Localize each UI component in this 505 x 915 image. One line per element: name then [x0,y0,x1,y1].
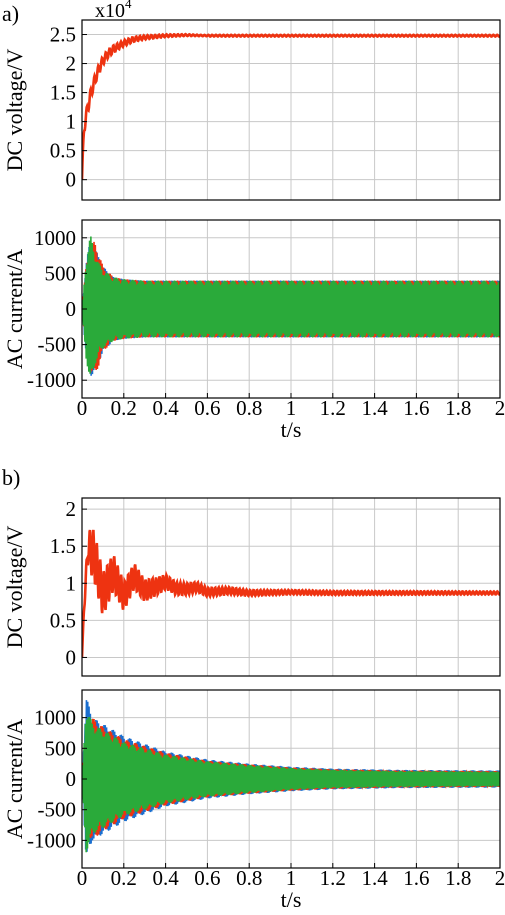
y-tick-label: -1000 [27,368,76,392]
y-multiplier-exponent: 4 [125,0,132,11]
y-tick-label: 2.5 [50,23,76,47]
x-tick-label: 1.2 [320,866,346,890]
y-tick-label: 0 [66,645,77,669]
x-tick-label: 1.4 [361,866,388,890]
y-multiplier: x104 [95,0,132,22]
x-tick-label: 0.4 [152,866,179,890]
y-tick-label: 1 [66,110,77,134]
x-tick-label: 1.6 [403,396,429,420]
y-tick-label: 1.5 [50,81,76,105]
x-tick-label: 0 [77,866,88,890]
y-tick-label: 1.5 [50,534,76,558]
y-tick-label: 2 [66,52,77,76]
x-tick-label: 0.2 [111,396,137,420]
plot-frame [81,19,501,201]
y-tick-label: 500 [45,261,77,285]
chart-panel-2: -1000 -500 0 500 1000 0 0.2 0.4 0.6 0.8 1 1.2 1.4 1.6… [2,219,505,442]
y-tick-label: 0 [66,767,77,791]
y-axis-label: DC voltage/V [2,525,27,648]
y-tick-label: 1000 [34,226,76,250]
x-tick-label: 1.2 [320,396,346,420]
y-tick-label: 2 [66,497,77,521]
y-axis-label: DC voltage/V [2,48,27,171]
x-tick-label: 0.2 [111,866,137,890]
x-tick-label: 1.8 [445,396,471,420]
y-tick-label: -1000 [27,828,76,852]
y-tick-label: -500 [38,798,77,822]
panel-label: b) [2,465,20,490]
x-tick-label: 0.4 [152,396,179,420]
x-axis-label: t/s [281,417,302,442]
x-tick-label: 1 [286,396,297,420]
y-tick-label: 0 [66,297,77,321]
x-tick-label: 1.4 [361,396,388,420]
y-tick-label: 1000 [34,706,76,730]
chart-panel-4: -1000 -500 0 500 1000 0 0.2 0.4 0.6 0.8 1 1.2 1.4 1.6… [2,689,505,912]
x-tick-label: 0.6 [194,866,220,890]
ac-current-line [82,716,500,853]
x-tick-label: 0 [77,396,88,420]
series-group [82,700,500,853]
x-axis-label: t/s [281,887,302,912]
x-tick-label: 0.8 [236,866,262,890]
chart-panel-3: 0 0.5 1 1.5 2 DC voltage/V b) [2,465,501,677]
y-tick-label: 0 [66,168,77,192]
x-tick-label: 2 [495,396,505,420]
series-group [82,529,500,658]
dc-voltage-line [82,529,500,658]
dc-voltage-line [82,32,500,180]
plot-frame [81,497,501,677]
y-axis-label: AC current/A [2,719,27,839]
y-axis-label: AC current/A [2,249,27,369]
panel-label: a) [2,1,19,26]
x-tick-label: 0.6 [194,396,220,420]
series-group [82,32,500,180]
x-tick-label: 1.6 [403,866,429,890]
y-tick-label: 500 [45,736,77,760]
series-group [82,236,500,376]
y-tick-label: 0.5 [50,139,76,163]
y-tick-label: 0.5 [50,608,76,632]
y-tick-label: 1 [66,571,77,595]
x-tick-label: 1 [286,866,297,890]
y-tick-label: -500 [38,333,77,357]
x-tick-label: 1.8 [445,866,471,890]
chart-panel-1: 0 0.5 1 1.5 2 2.5 DC voltage/V x104 a) [2,0,501,201]
y-multiplier-base: x10 [95,0,125,22]
x-tick-label: 2 [495,866,505,890]
ac-current-line [82,236,500,374]
x-tick-label: 0.8 [236,396,262,420]
